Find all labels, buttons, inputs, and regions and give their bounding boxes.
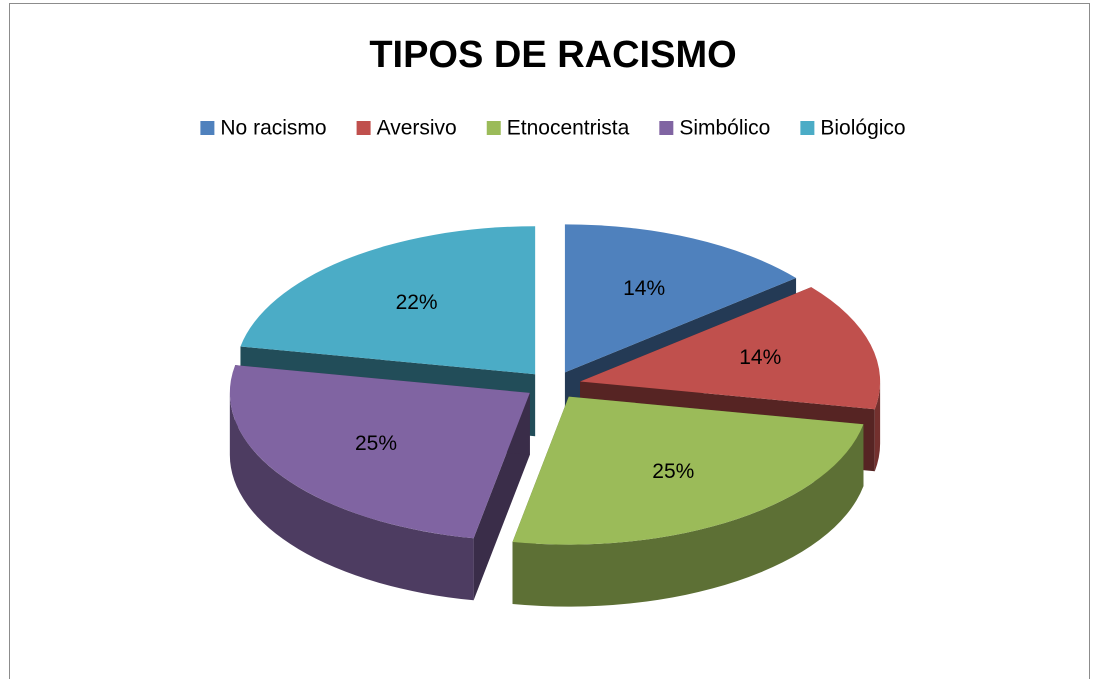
slice-wall [874, 381, 881, 472]
slice [512, 396, 864, 545]
slice [564, 224, 797, 373]
data-label: 25% [652, 460, 694, 483]
legend-item: Simbólico [659, 117, 770, 140]
legend-label: Simbólico [679, 117, 770, 140]
data-label: 25% [355, 432, 397, 455]
legend-label: Etnocentrista [507, 117, 630, 140]
slice [240, 226, 536, 375]
legend-swatch [800, 121, 815, 135]
legend-swatch [200, 121, 215, 135]
slice [229, 365, 530, 539]
slice [580, 287, 881, 410]
pie: 14% 22% 14% 25% 25% [229, 224, 881, 607]
data-label: 22% [396, 291, 438, 314]
legend-swatch [486, 121, 501, 135]
data-label: 14% [623, 277, 665, 300]
legend-item: No racismo [200, 117, 327, 140]
slice-wall [229, 392, 474, 601]
legend-item: Etnocentrista [486, 117, 630, 140]
slice-group: 25% [512, 396, 864, 607]
legend-label: No racismo [220, 117, 326, 140]
slice-wall [512, 424, 864, 607]
legend-label: Aversivo [377, 117, 457, 140]
legend-label: Biológico [820, 117, 905, 140]
legend: No racismo Aversivo Etnocentrista Simbólico… [200, 117, 906, 140]
slice-group: 25% [229, 365, 530, 601]
legend-swatch [659, 121, 674, 135]
legend-swatch [356, 121, 371, 135]
legend-item: Aversivo [356, 117, 457, 140]
chart-title: TIPOS DE RACISMO [369, 34, 736, 76]
legend-item: Biológico [800, 117, 906, 140]
data-label: 14% [739, 346, 781, 369]
